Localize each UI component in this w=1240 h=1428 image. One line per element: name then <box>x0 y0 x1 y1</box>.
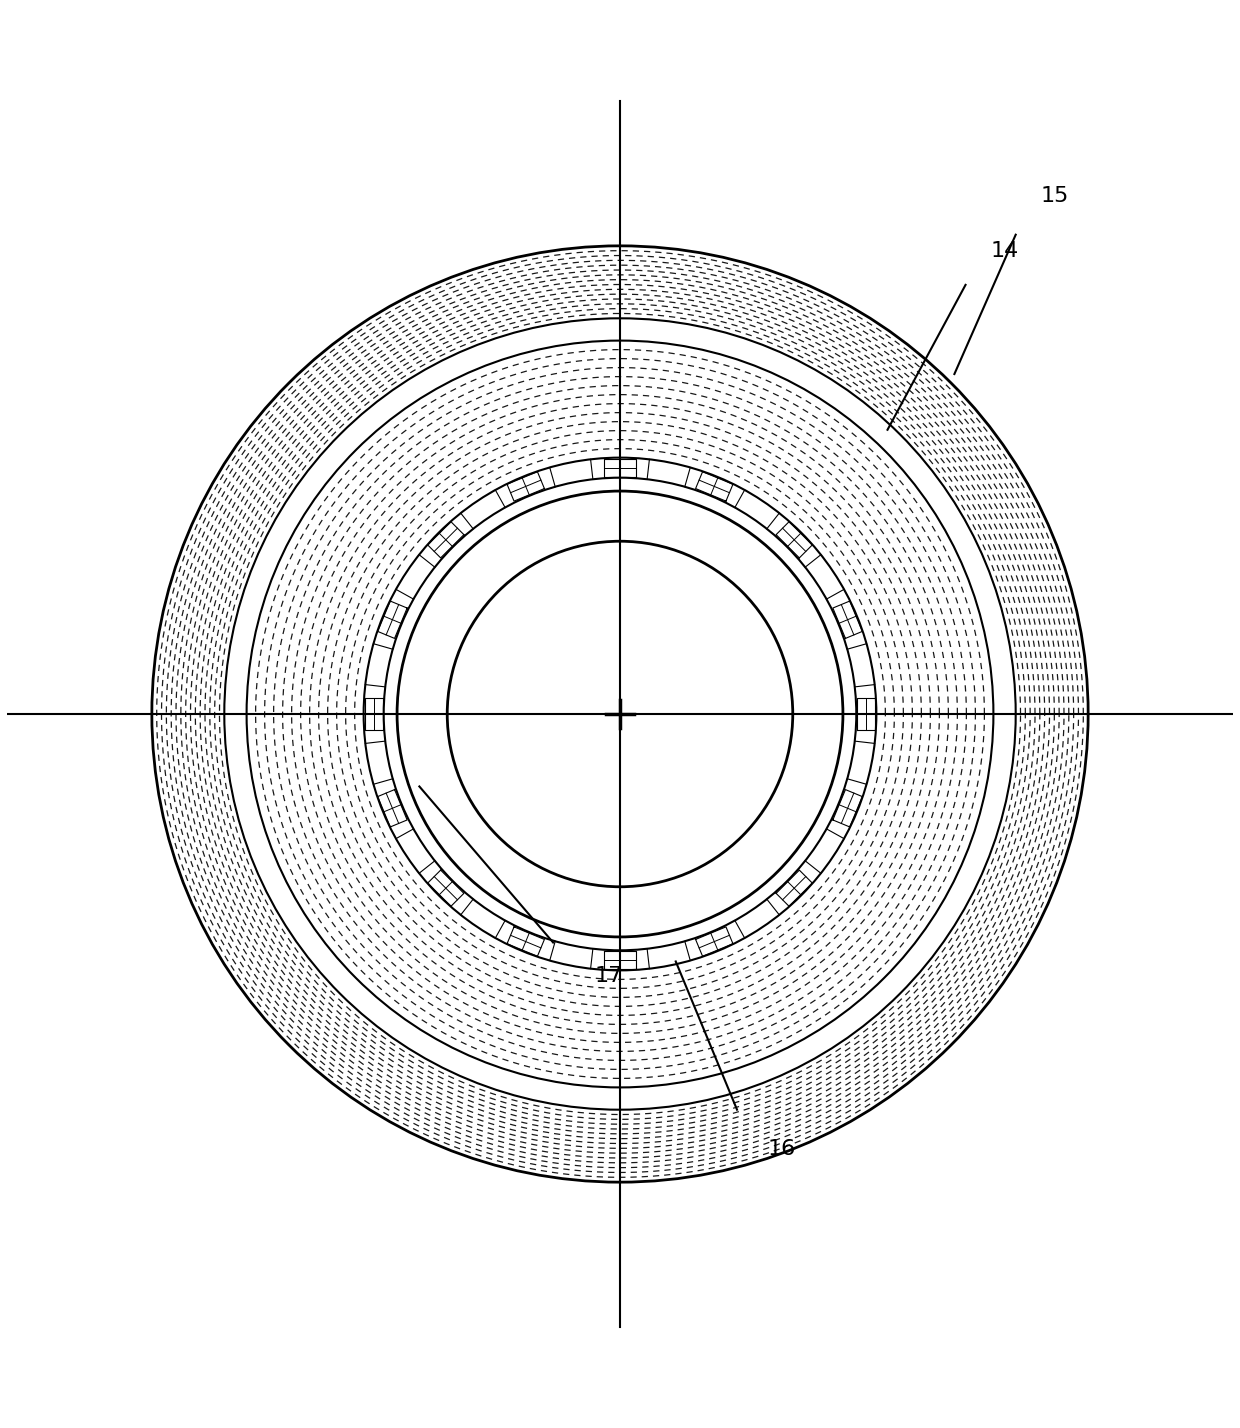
Text: 14: 14 <box>991 241 1019 261</box>
Text: 16: 16 <box>768 1138 796 1158</box>
Text: 15: 15 <box>1040 186 1069 206</box>
Text: 17: 17 <box>595 965 622 985</box>
